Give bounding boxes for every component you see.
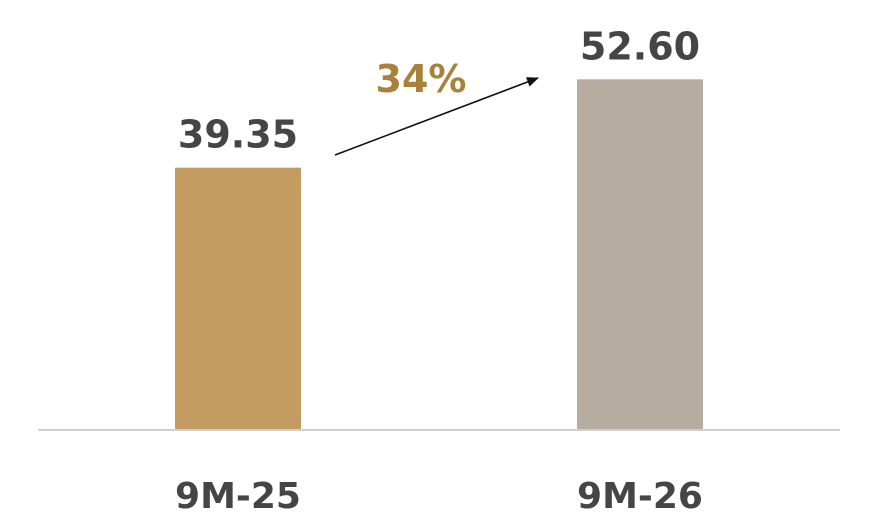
bar-9M-26 bbox=[577, 79, 703, 430]
x-tick-label-9M-26: 9M-26 bbox=[577, 476, 703, 516]
data-label-9M-26: 52.60 bbox=[580, 24, 700, 68]
data-label-9M-25: 39.35 bbox=[178, 113, 298, 157]
growth-arrow bbox=[334, 77, 539, 156]
growth-annotation: 34% bbox=[376, 57, 467, 101]
bar-9M-25 bbox=[175, 167, 301, 430]
x-tick-label-9M-25: 9M-25 bbox=[175, 476, 301, 516]
